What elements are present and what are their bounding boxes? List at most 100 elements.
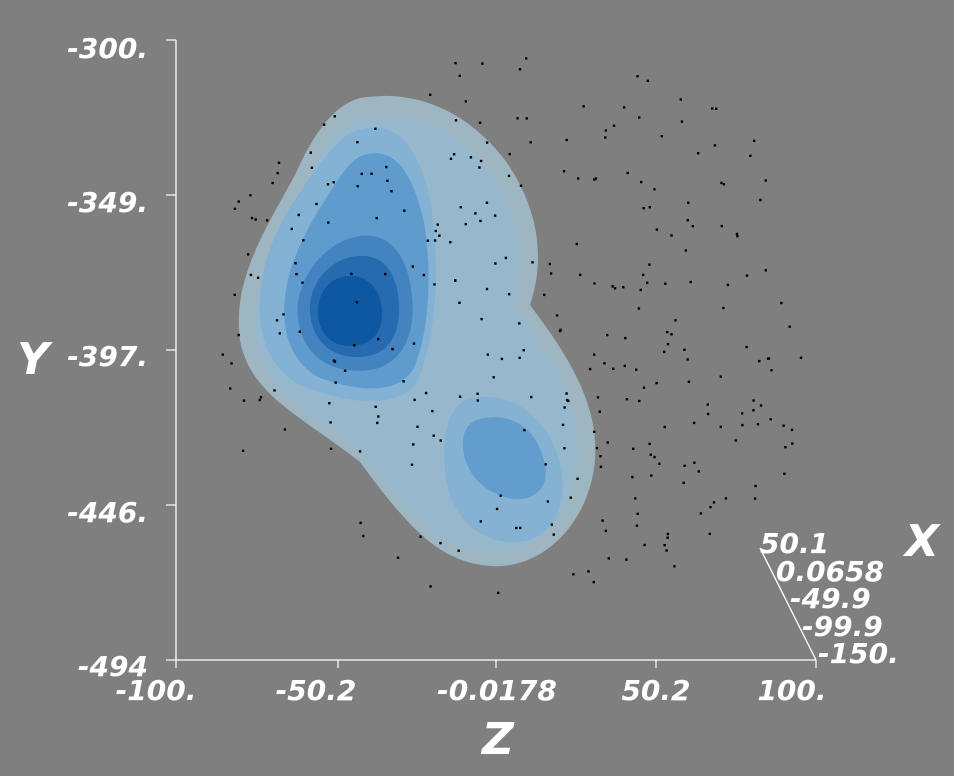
scatter-point <box>549 272 553 275</box>
scatter-point <box>720 224 723 228</box>
scatter-point <box>254 218 257 221</box>
scatter-point <box>492 376 495 379</box>
scatter-point <box>691 225 694 228</box>
scatter-point <box>221 353 224 356</box>
scatter-point <box>565 398 569 402</box>
scatter-point <box>497 591 500 595</box>
scatter-point <box>752 409 755 412</box>
scatter-point <box>680 120 684 123</box>
scatter-point <box>454 61 457 65</box>
scatter-point <box>353 344 356 347</box>
isosurface-layer-8 <box>318 276 382 346</box>
scatter-point <box>726 283 730 287</box>
scatter-point <box>479 159 483 163</box>
z-tick-label: -50.2 <box>276 674 357 707</box>
scatter-point <box>660 135 663 138</box>
scatter-point <box>622 286 625 289</box>
scatter-point <box>708 532 711 536</box>
scatter-point <box>686 358 689 361</box>
scatter-point <box>663 544 666 547</box>
scatter-point <box>686 218 689 222</box>
scatter-point <box>650 474 653 477</box>
tick-labels: -300. -349. -397. -446. -494-100. -50.2 -0.017… <box>67 32 898 707</box>
scatter-point <box>413 398 416 402</box>
scatter-point <box>328 402 331 405</box>
scatter-point <box>735 232 739 236</box>
z-tick-label: 50.2 <box>621 674 690 707</box>
scatter-point <box>412 443 415 446</box>
scatter-point <box>273 389 276 392</box>
scatter-point <box>631 475 634 479</box>
scatter-point <box>356 185 359 188</box>
scatter-point <box>587 570 590 573</box>
scatter-point <box>298 330 301 333</box>
scatter-point <box>374 405 377 408</box>
scatter-point <box>599 455 602 458</box>
scatter-point <box>689 280 692 284</box>
scatter-point <box>749 154 752 157</box>
scatter-point <box>649 453 652 456</box>
scatter-point <box>481 62 484 65</box>
scatter-point <box>550 523 553 526</box>
scatter-point <box>625 558 628 561</box>
scatter-point <box>452 153 456 156</box>
scatter-point <box>449 157 453 160</box>
scatter-point <box>642 386 646 389</box>
scatter-point <box>593 430 596 433</box>
scatter-point <box>548 262 552 266</box>
scatter-point <box>636 75 639 78</box>
scatter-point <box>638 399 641 403</box>
scatter-point <box>411 265 414 268</box>
scatter-point <box>624 336 627 340</box>
scatter-point <box>790 428 794 432</box>
scatter-point <box>679 98 682 101</box>
scatter-point <box>655 228 659 231</box>
scatter-point <box>297 213 300 217</box>
scatter-point <box>648 206 651 209</box>
scatter-point <box>495 507 499 511</box>
scatter-point <box>603 362 606 365</box>
scatter-point <box>699 512 703 515</box>
scatter-point <box>242 399 246 402</box>
scatter-point <box>626 171 629 175</box>
scatter-point <box>783 472 786 475</box>
scatter-point <box>635 524 639 527</box>
scatter-point <box>612 367 615 370</box>
axis-lines <box>166 39 817 668</box>
axis-titles: Y Z X <box>17 334 941 765</box>
scatter-point <box>402 380 405 383</box>
scatter-point <box>256 276 260 279</box>
scatter-point <box>745 345 748 349</box>
z-axis-title: Z <box>480 714 515 765</box>
scatter-point <box>259 396 263 399</box>
scatter-point <box>758 359 761 363</box>
scatter-point <box>595 446 599 450</box>
scatter-point <box>770 369 773 372</box>
scatter-point <box>706 403 709 406</box>
scatter-point <box>458 74 461 77</box>
scatter-point <box>469 156 473 159</box>
scatter-point <box>643 543 646 547</box>
scatter-point <box>639 288 642 292</box>
x-tick-label: 0.0658 <box>776 555 884 588</box>
scatter-point <box>711 107 714 110</box>
scatter-point <box>531 261 534 264</box>
scatter-point <box>753 497 757 500</box>
scatter-point <box>565 138 568 142</box>
scatter-point <box>457 549 460 552</box>
scatter-point <box>764 179 767 182</box>
scatter-point <box>666 532 670 536</box>
scatter-point <box>464 222 467 226</box>
scatter-point <box>485 141 489 144</box>
scatter-point <box>611 285 614 288</box>
scatter-point <box>598 410 601 413</box>
scatter-point <box>653 455 656 459</box>
scatter-point <box>791 442 794 445</box>
scatter-point <box>578 273 582 277</box>
scatter-point <box>663 350 666 354</box>
scatter-point <box>666 536 669 539</box>
scatter-point <box>683 348 686 351</box>
scatter-point <box>370 172 373 175</box>
